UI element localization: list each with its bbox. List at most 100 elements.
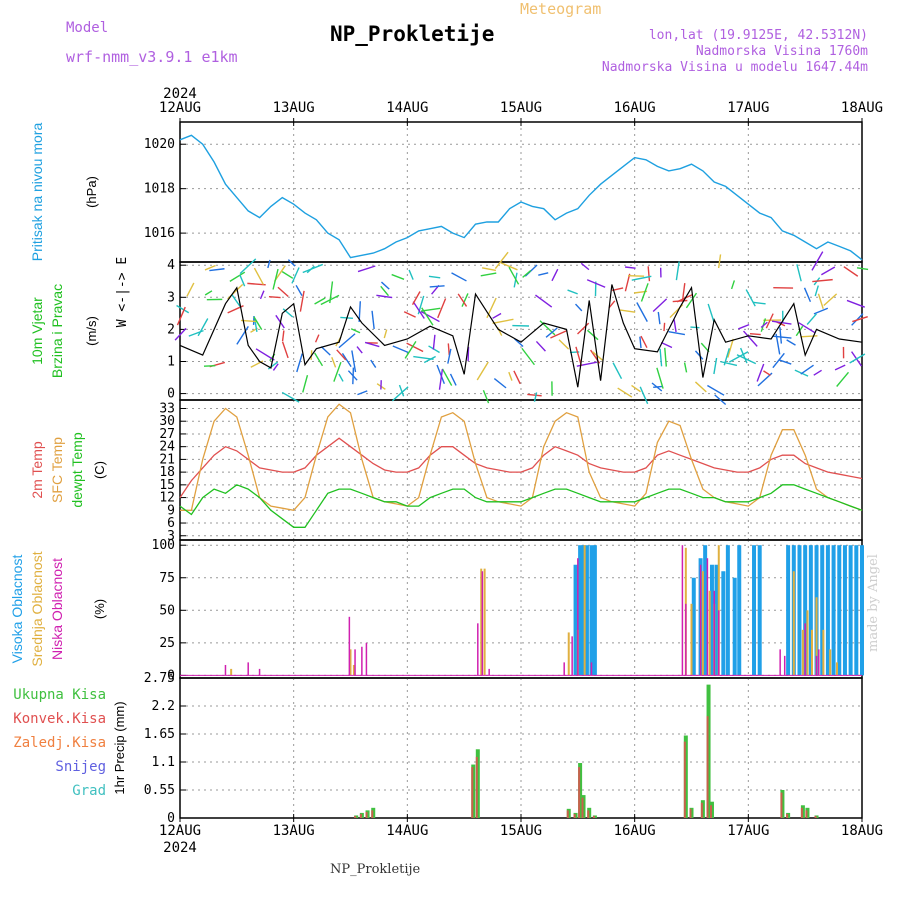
temp2m-axis-label: 2m Temp: [29, 441, 45, 499]
wind-arrow: [856, 267, 869, 271]
wind-arrow: [800, 335, 818, 338]
wind-arrow: [492, 312, 502, 319]
precip-bar-convective: [354, 815, 357, 818]
y-tick-label: 100: [152, 538, 175, 553]
cloud-bar-high_cloud: [848, 545, 853, 676]
precip-legend-4: Grad: [72, 783, 106, 799]
cloud-bar-low_cloud: [258, 668, 261, 676]
cloud-bar-low_cloud: [699, 564, 702, 676]
wind-arrow: [331, 357, 337, 368]
y-tick-label: 50: [159, 603, 175, 618]
wind-arrow: [253, 267, 264, 285]
location-coords: lon,lat (19.9125E, 42.5312N): [648, 28, 868, 43]
precip-legend-2: Zaledj.Kisa: [13, 735, 106, 751]
wind-arrow: [640, 283, 649, 302]
cloud-bar-low_cloud: [477, 623, 479, 676]
wind-arrow: [320, 346, 331, 356]
wind-arrow: [376, 294, 393, 299]
wind-arrow: [730, 280, 736, 290]
y-tick-label: 15: [159, 478, 175, 493]
wind-arrow: [259, 290, 265, 300]
wind-arrow: [538, 272, 549, 276]
wind-arrow: [508, 266, 520, 285]
precip-legend-0: Ukupna Kisa: [13, 687, 106, 703]
wind-arrow: [281, 341, 289, 359]
year-label-top: 2024: [163, 86, 197, 102]
wind-arrow: [813, 307, 829, 315]
wind-arrow: [756, 363, 765, 382]
cloud-bar-low_cloud: [481, 571, 484, 676]
cloud-bar-mid_cloud: [835, 662, 838, 676]
cloud-bar-high_cloud: [589, 545, 594, 676]
wind-arrow: [282, 308, 294, 318]
date-label-bottom: 14AUG: [386, 823, 428, 839]
wind-arrow: [482, 389, 490, 404]
wind-arrow: [229, 271, 246, 282]
wind-arrow: [186, 282, 195, 297]
wind-arrow: [849, 353, 866, 364]
precip-bar-convective: [800, 807, 803, 818]
wind-arrow: [713, 357, 718, 375]
wind-arrow: [707, 303, 715, 322]
y-tick-label: 9: [167, 503, 175, 518]
cloud-bar-high_cloud: [592, 545, 597, 676]
cloud-bar-low_cloud: [718, 610, 720, 676]
cloud-bar-low_cloud: [488, 668, 490, 676]
wind-arrow: [779, 327, 783, 344]
cloud-bar-low_cloud: [571, 636, 573, 676]
cloud-bar-high_cloud: [725, 545, 730, 676]
wind-arrow: [786, 339, 796, 346]
sfc-axis-label: SFC Temp: [49, 437, 65, 503]
wind-arrow: [836, 371, 850, 387]
precip-bar-convective: [566, 810, 569, 818]
cloud-bar-low_cloud: [804, 623, 806, 676]
wind-arrow: [429, 285, 445, 288]
wind-arrow: [493, 377, 507, 389]
page-title: NP_Prokletije: [330, 22, 495, 46]
wind-arrow: [380, 281, 390, 290]
y-tick-label: 18: [159, 465, 175, 480]
y-tick-label: 25: [159, 636, 175, 651]
wind-axis-label-2: Brzina i Pravac: [49, 284, 65, 378]
wind-arrow: [174, 327, 187, 341]
cloud-bar-mid_cloud: [230, 668, 233, 676]
precip-legend-1: Konvek.Kisa: [13, 711, 106, 727]
precip-bar-convective: [706, 716, 709, 818]
dewpt-axis-label: dewpt Temp: [69, 432, 85, 507]
model-label: Model: [66, 20, 109, 36]
wind-arrow: [356, 346, 363, 354]
temp-line-temp2m: [179, 437, 863, 498]
low-cloud-axis-label: Niska Oblacnost: [49, 558, 65, 660]
cloud-bar-low_cloud: [713, 590, 715, 676]
wind-arrow: [371, 310, 375, 330]
precip-bar-convective: [709, 805, 712, 818]
cloud-bar-high_cloud: [584, 545, 589, 676]
cloud-bar-mid_cloud: [483, 568, 486, 676]
precip-bar-convective: [780, 792, 783, 818]
wind-arrow: [608, 300, 616, 309]
cloud-unit: (%): [92, 599, 107, 619]
wind-arrow: [341, 352, 352, 368]
cloud-bar-high_cloud: [837, 545, 842, 676]
cloud-bar-high_cloud: [803, 545, 808, 676]
wind-arrow: [403, 311, 416, 318]
wind-arrow: [268, 295, 281, 299]
date-label-top: 15AUG: [500, 100, 542, 116]
wind-arrow: [521, 347, 535, 366]
date-label-bottom: 15AUG: [500, 823, 542, 839]
precip-bar-convective: [814, 815, 817, 818]
mid-cloud-axis-label: Srednja Oblacnost: [29, 551, 45, 666]
cloud-bar-high_cloud: [573, 564, 578, 676]
wind-arrow: [239, 274, 246, 287]
cloud-bar-high_cloud: [820, 545, 825, 676]
cloud-bar-high_cloud: [786, 545, 791, 676]
y-tick-label: 27: [159, 427, 175, 442]
chart-subtitle: Meteogram: [520, 0, 602, 18]
wind-arrow: [209, 268, 225, 272]
y-tick-label: 2: [167, 322, 175, 337]
precip-bar-convective: [805, 810, 808, 818]
wind-arrow: [370, 359, 377, 368]
wind-arrow: [772, 352, 785, 369]
wind-arrow: [314, 334, 320, 343]
temp-line-dewpt: [179, 484, 863, 528]
